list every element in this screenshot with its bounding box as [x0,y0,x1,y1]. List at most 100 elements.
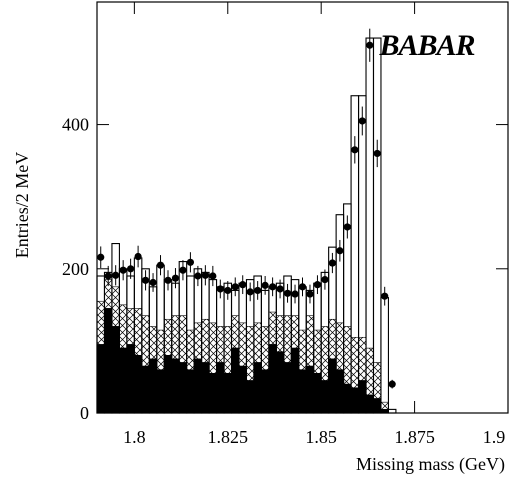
x-tick-label: 1.875 [394,427,435,447]
stack-bar [193,322,202,360]
stack-bar [298,329,307,371]
data-point [231,283,239,291]
stack-bar [290,347,300,414]
data-point [104,272,112,280]
data-point [328,259,336,267]
data-point [269,283,277,291]
stack-bar [365,394,374,414]
stack-bar [268,311,277,345]
stack-bar [178,362,187,414]
stack-bar [313,373,322,414]
data-point [343,223,351,231]
stack-bar [350,387,359,414]
stack-bar [253,362,262,414]
data-point [313,281,322,289]
stack-bar [328,358,337,414]
data-point [283,289,292,297]
stack-bar [193,358,202,414]
stack-bar [216,326,225,363]
stack-bar [380,401,389,410]
stack-bar [268,344,277,414]
stack-bar [350,336,359,389]
y-tick-label: 200 [62,259,89,279]
data-point [291,290,299,298]
stack-bar [276,351,285,414]
stack-bar [163,355,173,414]
data-point [246,288,254,296]
stack-bar [335,322,344,371]
stack-bar [171,315,180,360]
stack-bar [111,326,120,414]
stack-bar [328,318,337,360]
stack-bar [246,326,255,381]
data-point [141,276,150,284]
data-point [149,278,157,287]
stack-bar [305,315,315,367]
data-point [254,286,262,295]
stack-bar [373,362,382,399]
stack-bar [358,380,367,414]
data-point [216,285,224,293]
stack-bar [156,369,165,414]
data-point [336,247,344,255]
data-point [351,146,359,154]
stack-bar [283,315,292,363]
stack-bar [246,380,255,414]
stack-bar [365,347,374,396]
data-point [179,266,187,274]
data-point [276,285,284,293]
stack-bar [119,304,128,349]
stack-bar [149,326,158,360]
x-tick-label: 1.8 [123,427,146,447]
data-point [224,286,232,295]
x-tick-label: 1.9 [483,427,506,447]
stack-bar [343,383,352,414]
stack-bar [216,362,225,414]
data-point [119,266,127,274]
data-point [239,281,247,289]
data-point [321,276,329,284]
stack-bar [126,344,135,414]
stack-bar [298,369,307,414]
stack-bar [141,365,150,414]
data-point [186,258,195,266]
stack-bar [141,315,150,367]
stack-bar [186,329,195,371]
data-point [164,276,172,284]
total-bar [372,37,382,414]
stack-bar [119,347,128,414]
data-point [171,274,180,282]
stack-bar [126,308,135,345]
stack-bar [320,380,329,414]
data-point [381,292,389,300]
stack-bar [96,344,105,414]
y-tick-label: 400 [62,115,89,135]
data-point [97,253,105,261]
stack-bar [373,398,382,414]
data-point [127,265,135,273]
stack-bar [163,318,173,356]
stack-bar [231,315,240,349]
stack-bar [261,369,270,414]
stack-bar [134,308,143,356]
x-tick-label: 1.825 [208,427,249,447]
stack-bar [208,373,217,414]
data-point [209,272,217,280]
stack-bar [134,355,143,414]
stack-bar [104,308,113,414]
stack-bar [149,358,158,414]
y-tick-label: 0 [80,403,89,423]
data-point [194,272,202,280]
stack-bar [201,362,210,414]
data-point [261,281,269,289]
stack-bar [96,300,105,345]
stack-bar [276,315,285,353]
stack-bar [201,318,210,363]
stack-bar [171,358,180,414]
data-point [156,261,165,269]
data-point [134,252,142,261]
chart-title: BABAR [378,29,474,62]
stack-bar [238,365,247,414]
stack-bar [261,326,270,371]
